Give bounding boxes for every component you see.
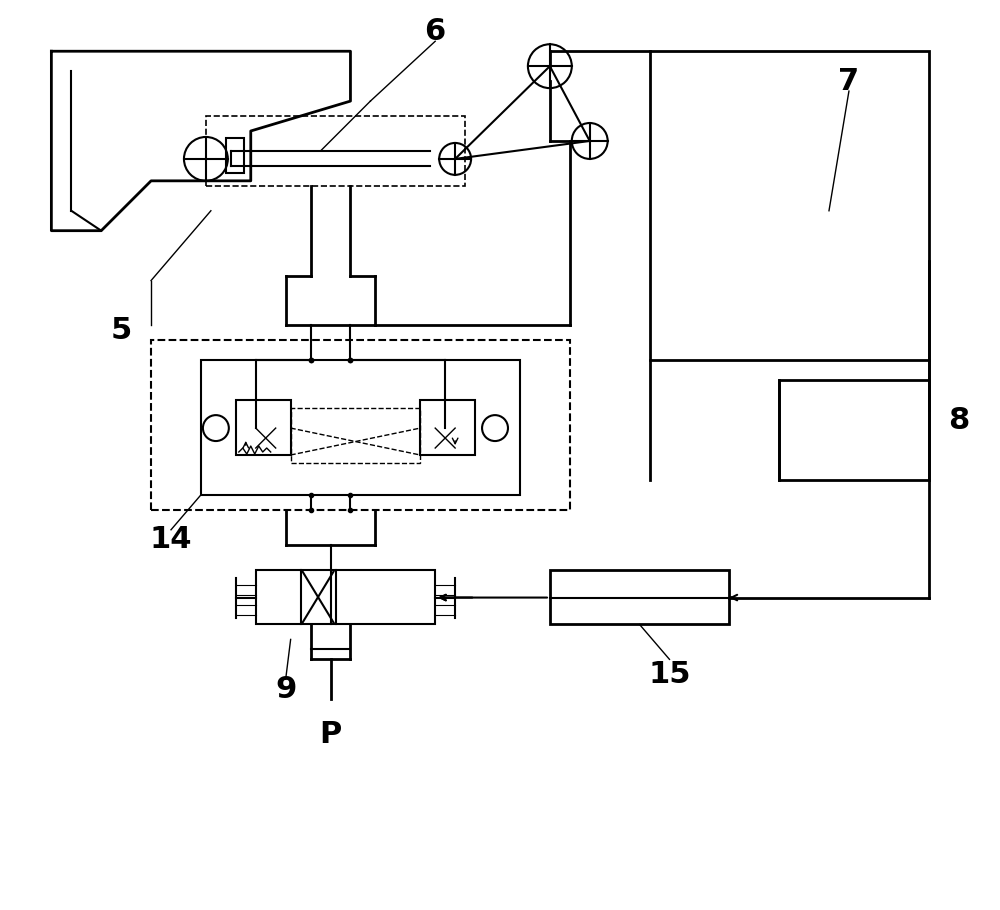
Bar [420, 400, 475, 455]
Bar [650, 51, 929, 360]
Bar [151, 340, 570, 510]
Bar [779, 380, 929, 480]
Bar [291, 409, 420, 463]
Text: P: P [319, 720, 342, 749]
Bar [201, 360, 520, 495]
Text: 15: 15 [648, 660, 691, 689]
Text: 6: 6 [425, 16, 446, 46]
Bar [206, 116, 465, 186]
Text: 14: 14 [150, 525, 192, 554]
Text: 5: 5 [111, 316, 132, 345]
Bar [550, 570, 729, 624]
Text: 9: 9 [275, 675, 296, 703]
Bar [236, 400, 291, 455]
Text: 8: 8 [948, 406, 969, 435]
Bar [256, 570, 435, 624]
Bar [226, 138, 244, 173]
Text: 7: 7 [838, 66, 859, 96]
